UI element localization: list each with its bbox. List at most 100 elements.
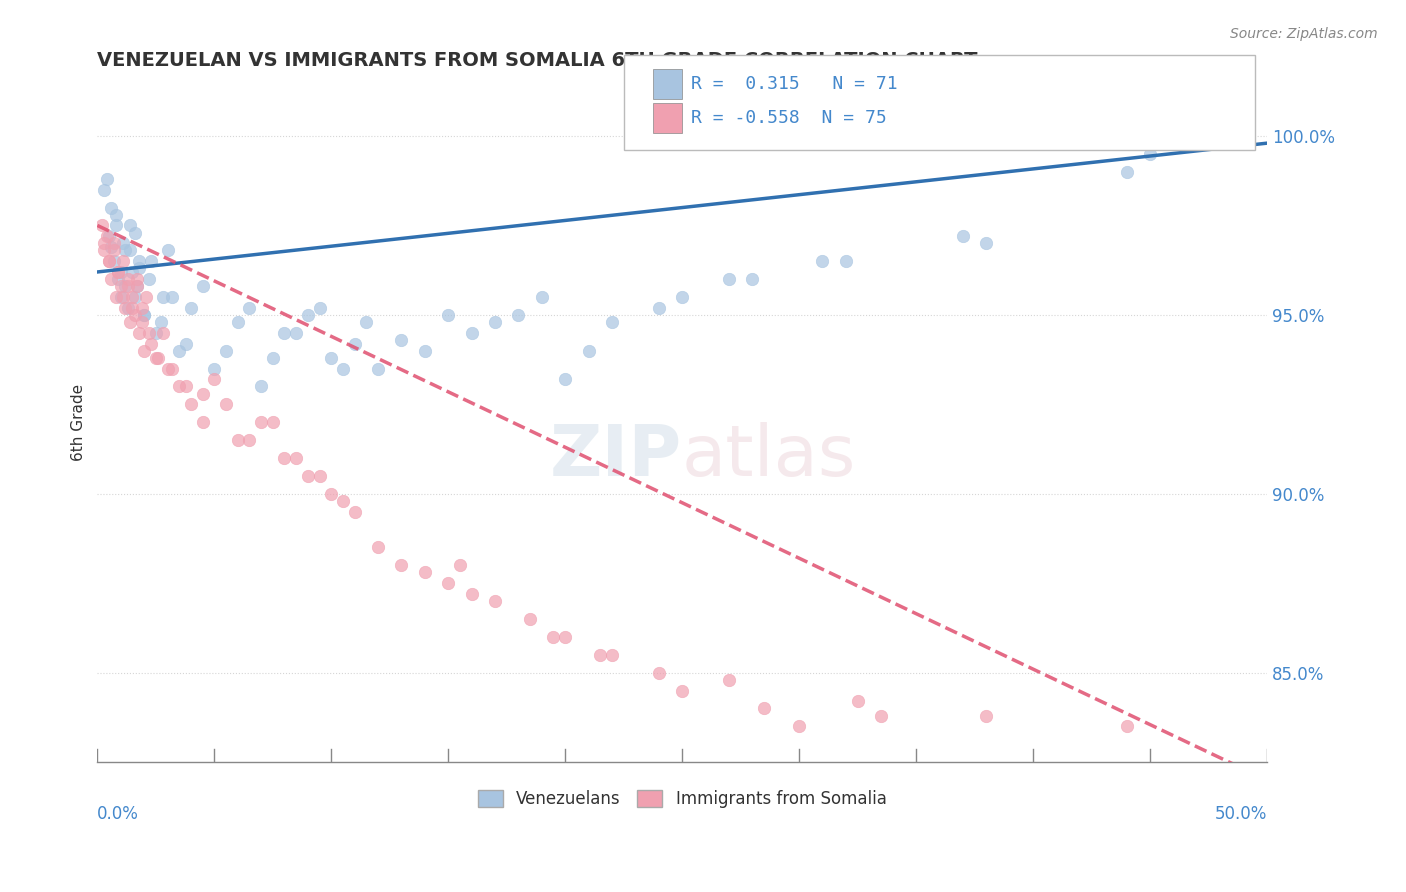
Point	[449, 558, 471, 573]
Point	[112, 254, 135, 268]
Point	[460, 587, 482, 601]
Point	[717, 673, 740, 687]
Point	[752, 701, 775, 715]
Point	[107, 265, 129, 279]
Point	[671, 683, 693, 698]
Point	[600, 648, 623, 662]
Text: 50.0%: 50.0%	[1215, 805, 1267, 823]
Point	[96, 172, 118, 186]
Point	[93, 244, 115, 258]
Point	[530, 290, 553, 304]
Point	[114, 301, 136, 315]
Point	[343, 505, 366, 519]
Text: Source: ZipAtlas.com: Source: ZipAtlas.com	[1230, 27, 1378, 41]
Point	[835, 254, 858, 268]
Point	[128, 261, 150, 276]
Point	[110, 290, 132, 304]
Point	[285, 450, 308, 465]
Point	[100, 240, 122, 254]
Point	[343, 336, 366, 351]
Point	[134, 308, 156, 322]
Point	[367, 541, 389, 555]
Point	[98, 254, 121, 268]
Point	[285, 326, 308, 340]
Point	[103, 244, 125, 258]
Point	[787, 719, 810, 733]
Point	[191, 279, 214, 293]
Point	[117, 279, 139, 293]
Point	[156, 361, 179, 376]
Point	[215, 343, 238, 358]
Point	[554, 630, 576, 644]
Point	[648, 301, 671, 315]
Point	[191, 386, 214, 401]
FancyBboxPatch shape	[624, 55, 1256, 151]
Point	[437, 576, 460, 591]
Point	[226, 315, 249, 329]
Point	[226, 433, 249, 447]
Point	[648, 665, 671, 680]
Point	[114, 244, 136, 258]
Point	[952, 229, 974, 244]
Point	[174, 379, 197, 393]
Point	[870, 708, 893, 723]
Point	[460, 326, 482, 340]
Point	[100, 201, 122, 215]
Point	[238, 433, 260, 447]
Point	[105, 208, 128, 222]
Point	[308, 301, 330, 315]
Point	[134, 308, 156, 322]
Point	[180, 301, 202, 315]
Point	[332, 494, 354, 508]
Point	[131, 301, 153, 315]
Point	[238, 301, 260, 315]
Point	[484, 315, 506, 329]
Point	[107, 272, 129, 286]
Point	[1115, 719, 1137, 733]
Point	[121, 290, 143, 304]
Bar	[652, 69, 682, 99]
Point	[1139, 147, 1161, 161]
Point	[128, 254, 150, 268]
Point	[202, 361, 225, 376]
Point	[811, 254, 834, 268]
Point	[91, 219, 114, 233]
Point	[124, 308, 146, 322]
Point	[98, 229, 121, 244]
Point	[297, 308, 319, 322]
Point	[519, 612, 541, 626]
Point	[437, 308, 460, 322]
Point	[110, 265, 132, 279]
Point	[600, 315, 623, 329]
Text: ZIP: ZIP	[550, 422, 682, 491]
Text: VENEZUELAN VS IMMIGRANTS FROM SOMALIA 6TH GRADE CORRELATION CHART: VENEZUELAN VS IMMIGRANTS FROM SOMALIA 6T…	[97, 51, 977, 70]
Point	[974, 708, 997, 723]
Point	[93, 236, 115, 251]
Point	[105, 219, 128, 233]
Point	[262, 415, 284, 429]
Point	[117, 301, 139, 315]
Point	[120, 219, 142, 233]
Point	[167, 343, 190, 358]
Point	[578, 343, 600, 358]
Point	[589, 648, 612, 662]
Point	[100, 272, 122, 286]
Point	[107, 265, 129, 279]
Point	[103, 236, 125, 251]
Point	[105, 290, 128, 304]
Point	[321, 487, 343, 501]
Point	[308, 469, 330, 483]
Point	[391, 333, 413, 347]
Legend: Venezuelans, Immigrants from Somalia: Venezuelans, Immigrants from Somalia	[471, 783, 893, 815]
Point	[114, 279, 136, 293]
Point	[149, 315, 172, 329]
Point	[128, 326, 150, 340]
Point	[120, 315, 142, 329]
Point	[413, 343, 436, 358]
Point	[413, 566, 436, 580]
Point	[174, 336, 197, 351]
Point	[160, 290, 183, 304]
Point	[508, 308, 530, 322]
Point	[974, 236, 997, 251]
Point	[156, 244, 179, 258]
